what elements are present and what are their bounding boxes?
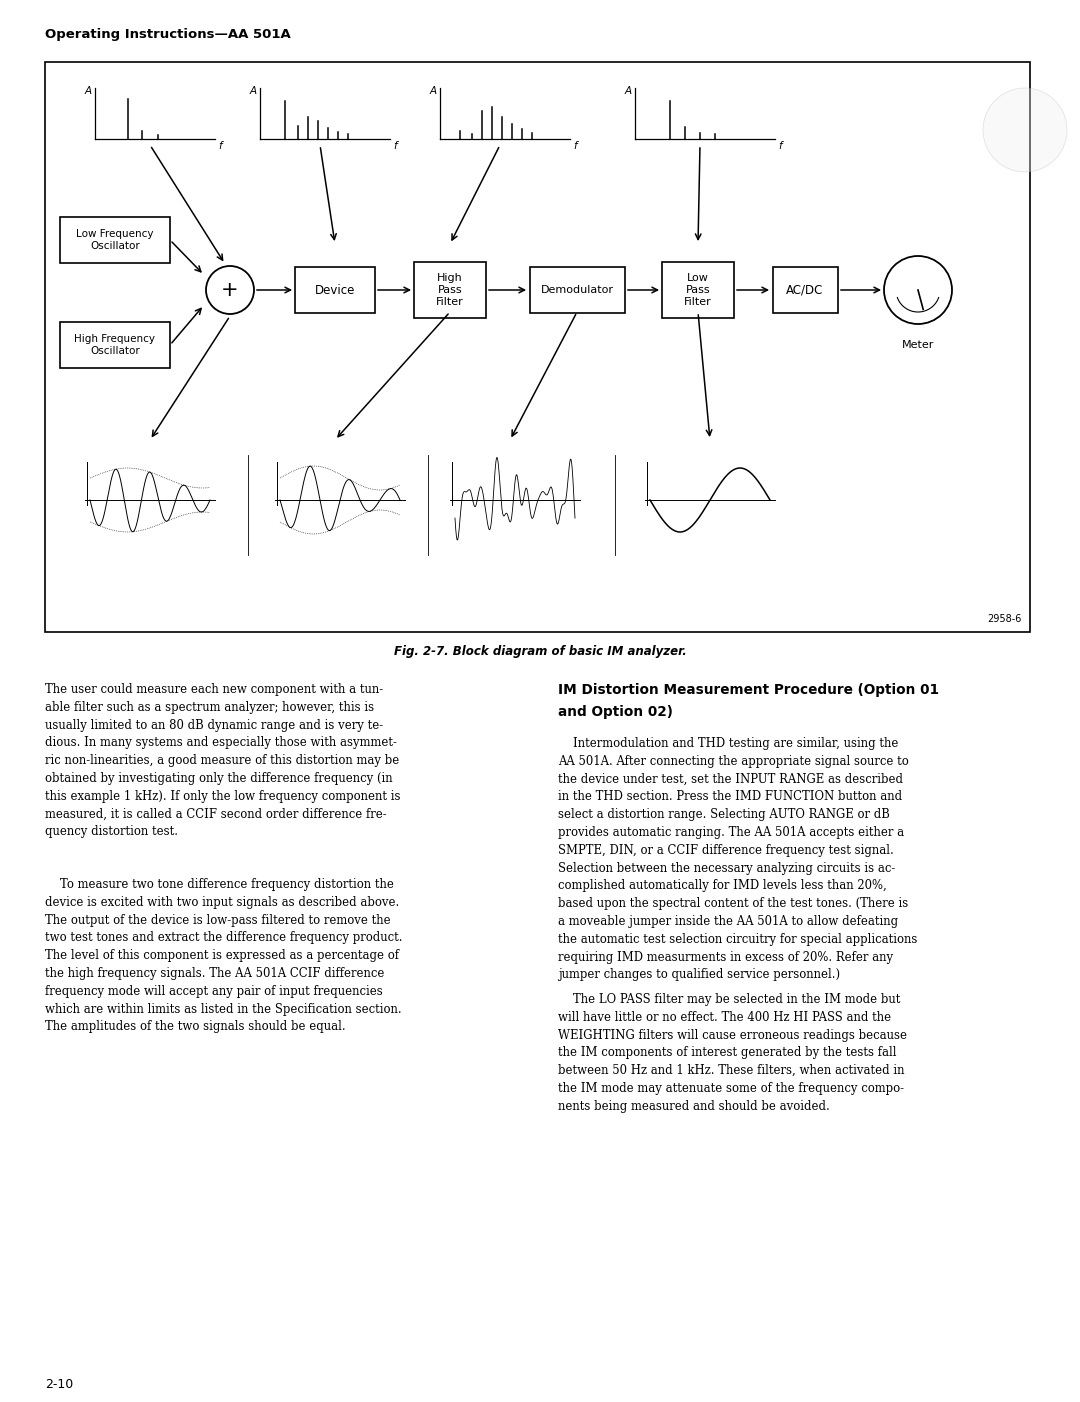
Text: +: + — [221, 280, 239, 300]
Bar — [60, 322, 170, 367]
Text: and Option 02): and Option 02) — [558, 705, 673, 719]
Text: 2958-6: 2958-6 — [987, 614, 1022, 624]
Text: A: A — [625, 86, 632, 95]
Text: Demodulator: Demodulator — [540, 285, 613, 294]
Text: High
Pass
Filter: High Pass Filter — [436, 273, 464, 307]
Text: f: f — [218, 142, 221, 151]
Bar — [414, 262, 486, 318]
Text: A: A — [249, 86, 257, 95]
Circle shape — [885, 257, 951, 324]
Text: f: f — [778, 142, 782, 151]
Text: Fig. 2-7. Block diagram of basic IM analyzer.: Fig. 2-7. Block diagram of basic IM anal… — [393, 645, 687, 658]
Text: f: f — [393, 142, 396, 151]
Text: IM Distortion Measurement Procedure (Option 01: IM Distortion Measurement Procedure (Opt… — [558, 683, 940, 697]
Text: Meter: Meter — [902, 341, 934, 350]
Circle shape — [206, 266, 254, 314]
Bar — [60, 217, 170, 264]
Text: High Frequency
Oscillator: High Frequency Oscillator — [75, 334, 156, 356]
Bar — [529, 266, 624, 313]
Text: A: A — [430, 86, 437, 95]
Bar — [45, 62, 1030, 632]
Text: Device: Device — [314, 283, 355, 296]
Text: To measure two tone difference frequency distortion the
device is excited with t: To measure two tone difference frequency… — [45, 878, 403, 1033]
Bar — [662, 262, 734, 318]
Text: Intermodulation and THD testing are similar, using the
AA 501A. After connecting: Intermodulation and THD testing are simi… — [558, 737, 917, 981]
Text: Low
Pass
Filter: Low Pass Filter — [684, 273, 712, 307]
Bar — [772, 266, 837, 313]
Text: The user could measure each new component with a tun-
able filter such as a spec: The user could measure each new componen… — [45, 683, 401, 838]
Text: A: A — [85, 86, 92, 95]
Text: Operating Instructions—AA 501A: Operating Instructions—AA 501A — [45, 28, 291, 41]
Text: f: f — [573, 142, 577, 151]
Text: 2-10: 2-10 — [45, 1378, 73, 1391]
Bar — [295, 266, 375, 313]
Circle shape — [983, 88, 1067, 172]
Text: The LO PASS filter may be selected in the IM mode but
will have little or no eff: The LO PASS filter may be selected in th… — [558, 993, 907, 1113]
Text: Low Frequency
Oscillator: Low Frequency Oscillator — [77, 229, 153, 251]
Text: AC/DC: AC/DC — [786, 283, 824, 296]
